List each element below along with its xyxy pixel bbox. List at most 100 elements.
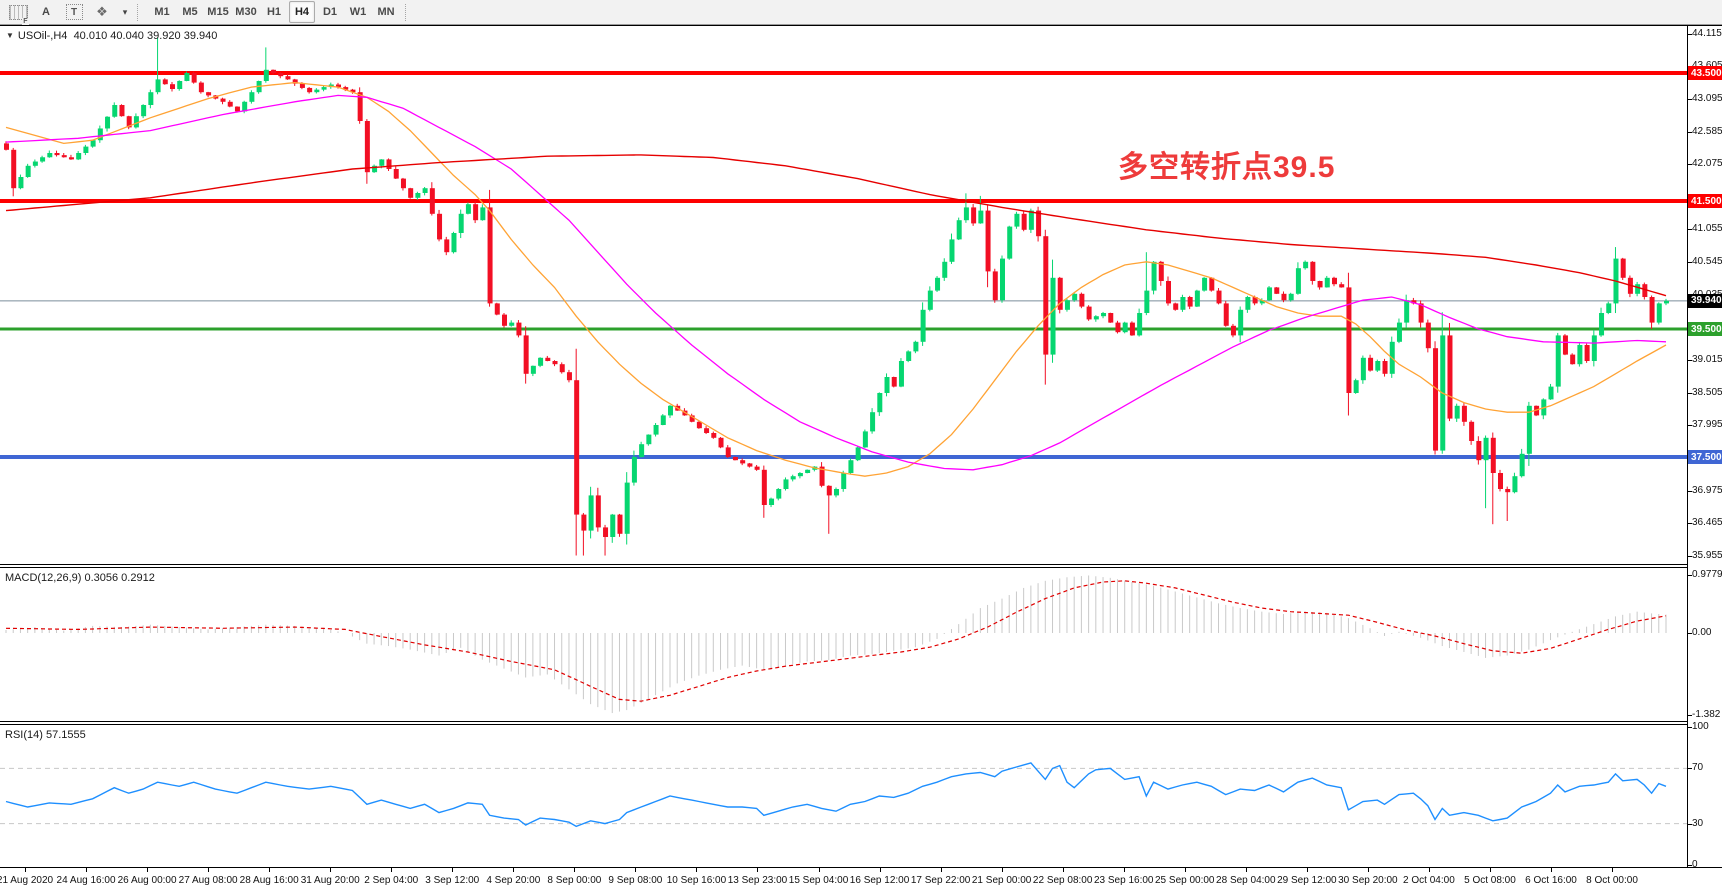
price-label-39.940: 39.940: [1688, 293, 1722, 308]
candle-body: [1324, 277, 1330, 288]
candle-body: [1353, 380, 1359, 393]
candle-body: [227, 101, 233, 107]
axis-tick-mark: [1688, 575, 1692, 576]
candle-body: [603, 527, 609, 537]
timeframe-m30[interactable]: M30: [235, 6, 257, 18]
text-annotation-icon[interactable]: A: [42, 6, 50, 18]
candle-body: [372, 165, 378, 173]
candle-body: [1548, 386, 1554, 400]
candle-body: [1245, 297, 1251, 310]
time-axis-tick-mark: [1001, 868, 1003, 872]
axis-tick-mark: [1688, 865, 1692, 866]
candle-body: [1447, 335, 1453, 419]
candle-body: [40, 157, 46, 162]
axis-tick-mark: [1688, 633, 1692, 634]
candle-body: [927, 290, 933, 310]
chart-area[interactable]: ▼ USOil-,H4 40.010 40.040 39.920 39.940 M…: [0, 25, 1722, 894]
time-axis-label: 5 Oct 08:00: [1464, 875, 1516, 886]
candle-body: [126, 116, 132, 128]
candle-body: [1635, 284, 1641, 294]
time-axis-label: 15 Sep 04:00: [788, 875, 849, 886]
candle-body: [761, 469, 767, 505]
ohlc-close: 39.940: [183, 30, 218, 42]
text-label-icon[interactable]: T: [61, 1, 87, 23]
candle-body: [1281, 293, 1287, 301]
price-axis[interactable]: 44.115 43.605 43.095 42.585 42.075 41.055 40.5…: [1687, 26, 1722, 870]
price-chart[interactable]: [0, 26, 1687, 564]
chart-title[interactable]: ▼ USOil-,H4 40.010 40.040 39.920 39.940: [6, 30, 217, 42]
timeframe-m1[interactable]: M1: [154, 6, 170, 18]
time-axis[interactable]: 21 Aug 2020 24 Aug 16:00 26 Aug 00:00 27 Au…: [0, 867, 1722, 894]
timeframe-w1[interactable]: W1: [349, 6, 367, 18]
candle-body: [1642, 284, 1648, 297]
candle-body: [234, 106, 240, 112]
time-axis-label: 2 Oct 04:00: [1403, 875, 1455, 886]
mid-ma-line: [5, 94, 1667, 471]
candle-body: [1454, 405, 1460, 419]
time-axis-tick-mark: [391, 868, 393, 872]
panel-divider[interactable]: [0, 721, 1722, 725]
time-axis-tick-mark: [1367, 868, 1369, 872]
time-axis-label: 16 Sep 12:00: [849, 875, 910, 886]
candle-body: [220, 98, 226, 102]
shapes-icon[interactable]: ❖: [96, 4, 108, 19]
candle-body: [1332, 277, 1337, 285]
time-axis-label: 22 Sep 08:00: [1032, 875, 1093, 886]
timeframe-d1[interactable]: D1: [322, 6, 338, 18]
candle-body: [877, 393, 883, 413]
axis-tick-mark: [1688, 768, 1692, 770]
candle-body: [1599, 313, 1605, 336]
time-axis-label: 10 Sep 16:00: [666, 875, 727, 886]
candle-body: [1252, 297, 1258, 304]
candle-body: [90, 140, 96, 147]
candle-body: [906, 351, 912, 361]
candle-body: [1086, 306, 1092, 320]
timeframe-h1[interactable]: H1: [266, 6, 282, 18]
candle-body: [1382, 361, 1388, 374]
timeframe-m5[interactable]: M5: [182, 6, 198, 18]
candle-body: [725, 447, 731, 457]
macd-panel[interactable]: [0, 568, 1687, 721]
candle-body: [538, 357, 544, 366]
timeframe-h4[interactable]: H4: [289, 1, 315, 23]
shapes-caret-icon[interactable]: ▾: [122, 6, 128, 17]
time-axis-label: 26 Aug 00:00: [117, 875, 177, 886]
candle-body: [170, 84, 175, 89]
candle-body: [1180, 297, 1186, 310]
grid-f-icon[interactable]: F: [5, 1, 31, 25]
time-axis-label: 17 Sep 22:00: [910, 875, 971, 886]
candle-body: [819, 466, 825, 486]
drawing-tools-group: F A T ❖ ▾: [0, 0, 132, 25]
candle-body: [1144, 290, 1150, 313]
candle-body: [1267, 287, 1273, 301]
panel-divider[interactable]: [0, 564, 1722, 568]
rsi-panel[interactable]: [0, 725, 1687, 867]
level-lines: [0, 71, 1687, 459]
axis-tick-mark: [1688, 229, 1692, 231]
time-axis-tick-mark: [1306, 868, 1308, 872]
symbol-dropdown-icon[interactable]: ▼: [6, 31, 14, 40]
toolbar: F A T ❖ ▾ M1 M5 M15 M30 H1 H4 D1 W1 MN: [0, 0, 1722, 25]
candle-body: [191, 73, 197, 83]
time-axis-label: 21 Sep 00:00: [971, 875, 1032, 886]
time-axis-tick-mark: [1123, 868, 1125, 872]
candle-body: [574, 380, 580, 515]
candle-body: [271, 69, 277, 73]
timeframe-m15[interactable]: M15: [207, 6, 229, 18]
time-axis-tick-mark: [208, 868, 210, 872]
axis-tick-mark: [1688, 425, 1692, 427]
candle-body: [1274, 287, 1280, 294]
candle-body: [364, 121, 370, 173]
timeframe-mn[interactable]: MN: [377, 6, 395, 18]
candle-body: [834, 489, 839, 496]
candle-body: [1346, 287, 1352, 393]
candle-body: [1425, 322, 1431, 349]
axis-tick-mark: [1688, 490, 1692, 492]
price-axis-tick: 38.505: [1692, 386, 1722, 398]
candle-body: [1151, 261, 1157, 291]
candle-body: [1209, 277, 1215, 291]
candle-body: [610, 514, 616, 537]
axis-tick-mark: [1688, 523, 1692, 525]
candle-body: [848, 460, 854, 473]
